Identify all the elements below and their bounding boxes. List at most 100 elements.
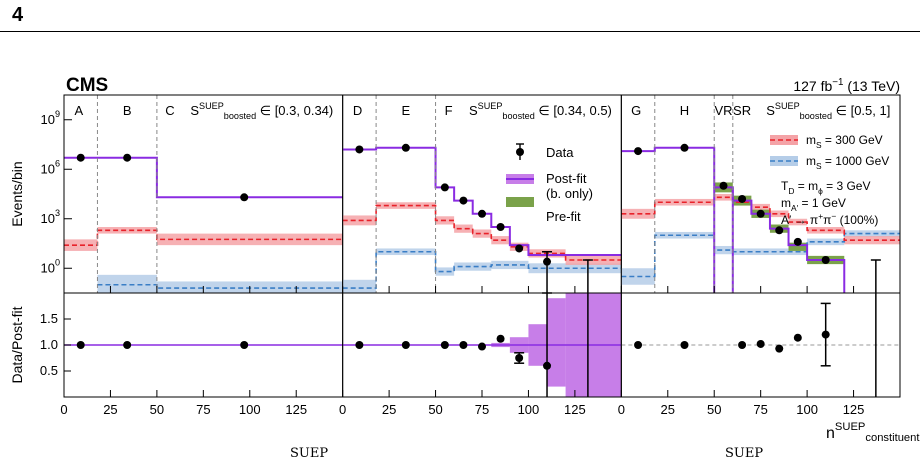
ratio-y-tick-label: 1.5 (40, 311, 58, 326)
x-tick-label: 0 (618, 402, 625, 417)
x-tick-label: 125 (285, 402, 307, 417)
x-axis-label: nSUEPconstituent (826, 421, 920, 444)
sig1000-band (844, 230, 900, 237)
legend-postfit-sublabel: (b. only) (546, 186, 593, 201)
panel-2 (342, 94, 622, 398)
panel-frame-top (620, 94, 901, 294)
x-tick-label: 0 (60, 402, 67, 417)
data-point (76, 153, 85, 162)
ratio-point (634, 341, 643, 349)
ratio-point (756, 339, 765, 348)
x-tick-label: 100 (239, 402, 261, 417)
panel-frame-top (63, 94, 344, 294)
x-tick-label: 50 (707, 402, 721, 417)
x-tick-label: 25 (382, 402, 396, 417)
x-tick-label: 75 (196, 402, 210, 417)
ratio-unc-band (547, 298, 566, 387)
legend-params-decay: A′ → π+π− (100%) (781, 211, 878, 227)
sig300-band (472, 229, 492, 238)
data-point (478, 209, 486, 218)
sig1000-band (342, 279, 377, 293)
ratio-point (478, 342, 486, 351)
panel-1 (63, 94, 344, 398)
x-tick-label: 125 (564, 402, 586, 417)
region-label-G: G (631, 103, 641, 118)
region-label-B: B (123, 103, 132, 118)
ratio-y-tick-label: 0.5 (40, 363, 58, 378)
x-tick-label: 125 (843, 402, 865, 417)
y-tick-label: 100 (40, 257, 60, 275)
ratio-point (355, 341, 364, 349)
x-tick-label: 100 (796, 402, 818, 417)
legend-params-td: TD = mϕ = 3 GeV (781, 179, 870, 196)
x-tick-label: 100 (518, 402, 540, 417)
data-point (496, 223, 505, 231)
sig300-band (807, 227, 845, 234)
region-label-A: A (75, 103, 84, 118)
postfit-histogram (342, 146, 622, 257)
data-point (355, 145, 364, 154)
region-label-VR: VR (714, 103, 732, 118)
caption-suep-left: SUEP (290, 446, 329, 460)
data-point (543, 257, 552, 266)
postfit-histogram (64, 156, 343, 199)
ratio-point (793, 333, 802, 342)
data-point (459, 196, 468, 205)
ratio-point (459, 341, 468, 349)
region-label-F: F (445, 103, 453, 118)
sig1000-band (714, 245, 733, 255)
header-rule (0, 31, 920, 32)
sig300-band (97, 227, 157, 234)
region-label-C: C (165, 103, 174, 118)
region-label-E: E (401, 103, 410, 118)
legend-sig1000-label: mS = 1000 GeV (806, 154, 889, 171)
ratio-point (240, 341, 249, 349)
sig300-band (454, 224, 473, 233)
sig300-band (751, 203, 770, 211)
cms-label: CMS (66, 75, 108, 96)
prefit-band (788, 242, 808, 251)
legend-sig300-swatch (770, 135, 798, 145)
x-tick-label: 25 (103, 402, 117, 417)
legend-prefit-swatch (506, 197, 534, 207)
sig1000-line (342, 250, 622, 289)
postfit-histogram (621, 146, 846, 293)
ratio-point (440, 341, 449, 349)
legend-sig300-label: mS = 300 GeV (806, 133, 883, 150)
x-tick-label: 50 (150, 402, 164, 417)
data-point (515, 244, 524, 253)
ratio-point (821, 330, 830, 339)
sig300-band (714, 194, 733, 201)
ratio-point (775, 344, 784, 353)
x-tick-label: 75 (753, 402, 767, 417)
legend-postfit-label: Post-fit (546, 171, 587, 186)
y-tick-label: 103 (40, 208, 60, 226)
region-label-SR: SR (733, 103, 751, 118)
ratio-point (738, 341, 747, 349)
data-point (401, 143, 410, 152)
sig1000-band (435, 267, 455, 276)
data-point (123, 153, 132, 162)
sig300-line (64, 229, 343, 246)
legend-prefit-label: Pre-fit (546, 209, 581, 224)
data-point (793, 237, 802, 246)
x-tick-label: 25 (661, 402, 675, 417)
ratio-point (401, 341, 410, 349)
ratio-point (123, 341, 132, 349)
data-point (240, 193, 249, 202)
legend-data-label: Data (546, 145, 574, 160)
y-tick-label: 109 (40, 109, 60, 127)
data-point (634, 147, 643, 156)
caption-fragment: SUEP SUEP (0, 446, 920, 460)
data-point (756, 209, 765, 218)
data-point (775, 226, 784, 235)
sig300-band (491, 236, 510, 245)
x-tick-label: 50 (428, 402, 442, 417)
sig300-band (769, 210, 789, 218)
panel-selection-label: SSUEPboosted ∈ [0.3, 0.34) (190, 101, 333, 121)
caption-suep-right: SUEP (725, 446, 764, 460)
sig300-line (621, 196, 900, 241)
y-tick-label: 106 (40, 158, 60, 176)
data-point (738, 194, 747, 203)
